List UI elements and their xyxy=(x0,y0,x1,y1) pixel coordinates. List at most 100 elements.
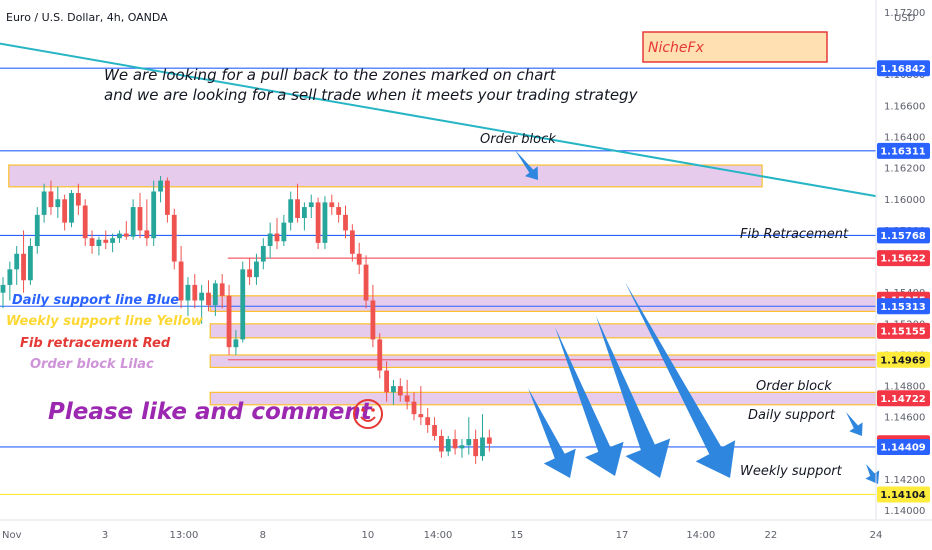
price-tick-label: 1.17200 xyxy=(884,8,925,19)
price-tick-label: 1.14800 xyxy=(884,382,925,393)
price-badge xyxy=(877,142,930,159)
candle-body xyxy=(343,214,348,231)
daily-support-label: Daily support xyxy=(748,408,836,423)
time-tick-label: Nov xyxy=(2,530,22,541)
price-badge xyxy=(877,298,930,315)
candle-body xyxy=(7,269,13,285)
candle-body xyxy=(117,233,122,239)
price-badge-label: 1.14104 xyxy=(880,490,926,501)
down-arrow xyxy=(555,327,624,476)
candle-body xyxy=(28,245,33,281)
weekly-support-label: Weekly support xyxy=(740,464,843,479)
price-badge-label: 1.15313 xyxy=(880,302,926,313)
candle-body xyxy=(247,269,252,278)
candle-body xyxy=(473,439,479,457)
trendline[interactable] xyxy=(0,42,877,198)
candle-body xyxy=(0,284,6,293)
candle-body xyxy=(41,191,47,215)
candle-body xyxy=(69,193,74,223)
price-badge xyxy=(877,322,930,339)
time-tick-label: 14:00 xyxy=(686,530,715,541)
annotation-note-line1: We are looking for a pull back to the zo… xyxy=(104,66,557,84)
order-block-zone xyxy=(8,164,763,188)
brand-label: NicheFx xyxy=(648,40,705,56)
candle-body xyxy=(452,439,458,449)
candle-body xyxy=(206,292,211,306)
price-badge-label: 1.14409 xyxy=(880,443,926,454)
price-badge-label: 1.14969 xyxy=(880,355,926,366)
candle-body xyxy=(62,199,68,223)
candle-body xyxy=(267,233,273,246)
price-badge xyxy=(877,60,930,77)
candle-body xyxy=(171,214,177,262)
arrows-layer xyxy=(515,150,880,484)
currency-label[interactable]: USD xyxy=(894,13,916,24)
candle-body xyxy=(322,202,328,243)
price-tick-label: 1.14600 xyxy=(884,413,925,424)
time-axis: Nov 3 13:00 8 10 14:00 15 17 14:00 22 24 xyxy=(2,530,882,541)
candle-body xyxy=(151,191,157,239)
candle-body xyxy=(137,207,143,231)
price-tick-label: 1.16600 xyxy=(884,101,925,112)
price-badge xyxy=(877,227,930,244)
candle-body xyxy=(302,207,307,218)
time-tick-label: 13:00 xyxy=(170,530,199,541)
down-arrow xyxy=(515,150,538,180)
order-block-zone xyxy=(209,295,877,312)
annotations-layer: We are looking for a pull back to the zo… xyxy=(6,31,849,479)
legend-daily-blue: Daily support line Blue xyxy=(12,293,179,308)
candle-body xyxy=(75,193,81,206)
candle-body xyxy=(96,239,102,246)
price-tick-label: 1.16200 xyxy=(884,164,925,175)
candle-body xyxy=(185,284,191,301)
candle-body xyxy=(329,202,335,208)
candle-body xyxy=(480,437,485,457)
candle-body xyxy=(466,439,472,446)
time-tick-label: 15 xyxy=(510,530,523,541)
candle-body xyxy=(123,233,129,237)
candle-body xyxy=(165,180,170,215)
legend-weekly-yellow: Weekly support line Yellow xyxy=(6,314,204,329)
smiley-icon xyxy=(353,399,383,429)
down-arrow xyxy=(625,282,736,478)
price-badge xyxy=(877,250,930,267)
candle-body xyxy=(370,300,376,340)
price-badge xyxy=(877,390,930,407)
fib-retracement-label: Fib Retracement xyxy=(740,227,849,242)
candle-body xyxy=(130,207,136,237)
time-tick-label: 14:00 xyxy=(424,530,453,541)
annotation-note-line2: and we are looking for a sell trade when… xyxy=(104,86,639,104)
time-tick-label: 10 xyxy=(362,530,375,541)
candle-body xyxy=(89,238,95,246)
candle-body xyxy=(212,283,218,306)
candle-body xyxy=(384,370,389,393)
price-tick-label: 1.16400 xyxy=(884,133,925,144)
candle-body xyxy=(445,439,451,452)
down-arrow xyxy=(846,412,863,436)
candle-body xyxy=(199,292,205,301)
trendline-layer xyxy=(0,42,877,198)
candle-body xyxy=(158,180,163,192)
candle-body xyxy=(425,417,431,426)
price-badge-label: 1.15622 xyxy=(880,254,926,265)
candle-body xyxy=(356,253,362,265)
time-tick-label: 8 xyxy=(260,530,266,541)
candle-body xyxy=(308,202,314,208)
candle-body xyxy=(288,199,294,223)
candle-body xyxy=(254,261,259,278)
order-block-zone xyxy=(209,354,877,369)
candle-body xyxy=(226,295,232,348)
symbol-title: Euro / U.S. Dollar, 4h, OANDA xyxy=(6,11,168,24)
price-badge-label: 1.15155 xyxy=(880,326,926,337)
order-block-zone xyxy=(209,323,877,339)
like-and-comment-text: Please like and comment xyxy=(48,399,373,425)
candle-body xyxy=(459,445,465,449)
smiley-eye-icon xyxy=(361,408,365,412)
candle-body xyxy=(82,205,88,239)
candle-body xyxy=(14,253,20,270)
candle-body xyxy=(281,222,287,242)
order-block-label: Order block xyxy=(480,132,556,147)
candle-body xyxy=(260,245,266,262)
time-tick-label: 22 xyxy=(765,530,778,541)
